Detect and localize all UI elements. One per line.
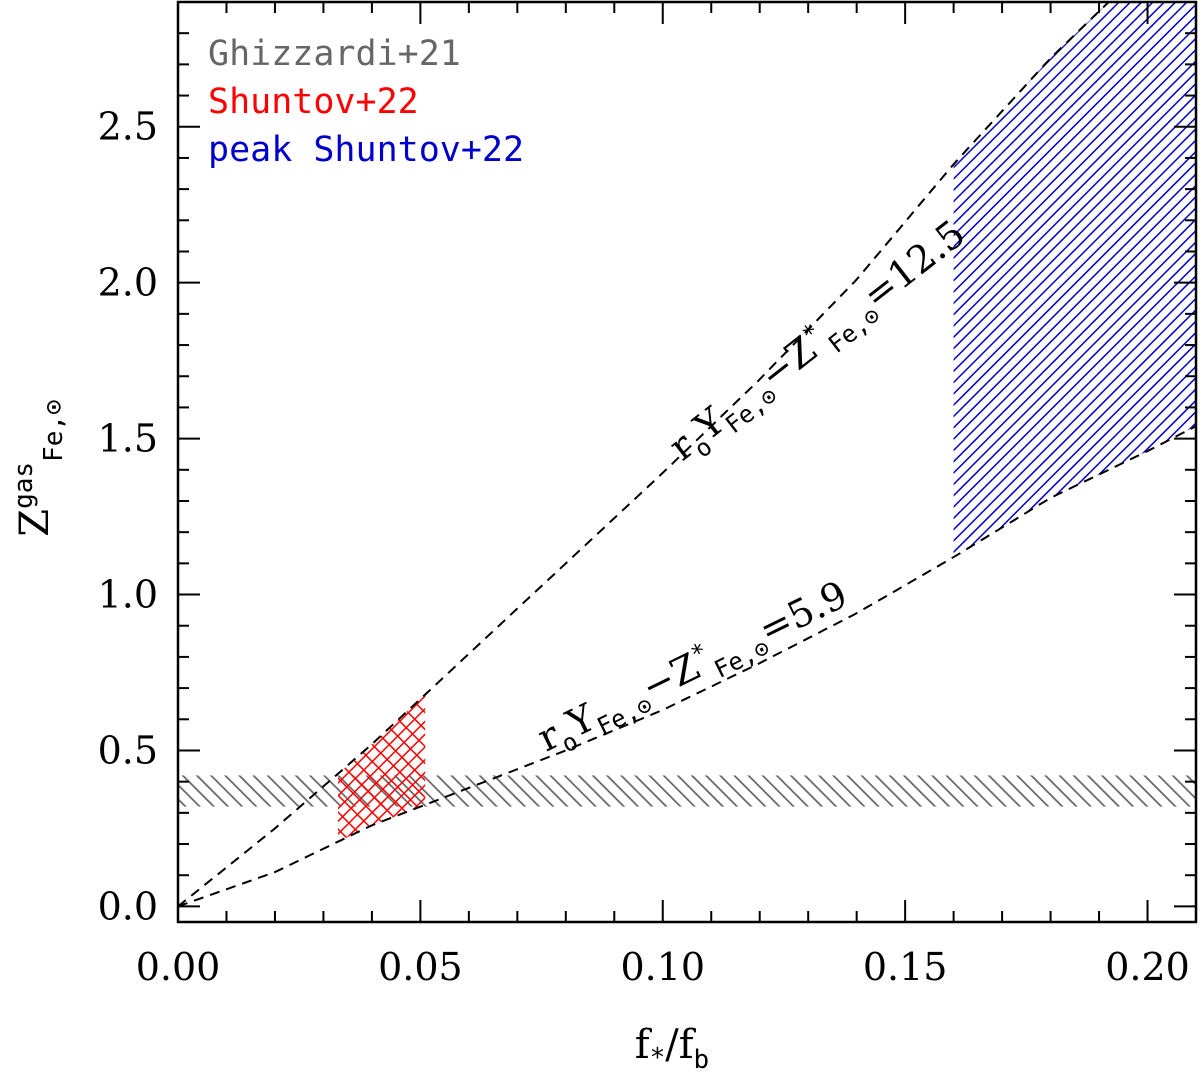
y-axis-title: ZgasFe,⊙: [9, 399, 69, 536]
y-tick-label: 2.5: [98, 105, 158, 149]
svg-text:ZgasFe,⊙: ZgasFe,⊙: [9, 399, 69, 536]
svg-text:roYFe,⊙−Z*Fe,⊙=12.5: roYFe,⊙−Z*Fe,⊙=12.5: [660, 210, 978, 474]
band-ghizzardi: [178, 775, 1196, 807]
y-tick-label: 2.0: [98, 261, 158, 305]
model-curves: [178, 2, 1196, 908]
x-tick-label: 0.20: [1105, 945, 1190, 989]
x-tick-label: 0.00: [136, 945, 221, 989]
plot-axes: 0.00 0.05 0.10 0.15 0.20 0.0 0.5 1.0 1.5 2.0 2.5: [98, 0, 1198, 989]
legend-entry-ghizzardi: Ghizzardi+21: [208, 34, 461, 74]
x-tick-label: 0.15: [863, 945, 948, 989]
curve-label-upper: roYFe,⊙−Z*Fe,⊙=12.5: [660, 210, 978, 474]
band-shuntov-crosshatch: [338, 694, 426, 842]
curve-line-lower: [178, 425, 1196, 908]
x-tick-label: 0.05: [378, 945, 463, 989]
legend: Ghizzardi+21 Shuntov+22 peak Shuntov+22: [208, 34, 524, 170]
y-tick-label: 0.5: [98, 728, 158, 772]
legend-entry-shuntov: Shuntov+22: [208, 82, 419, 122]
shaded-bands: [178, 2, 1196, 842]
y-tick-label: 1.5: [98, 417, 158, 461]
curve-line-upper: [178, 2, 1111, 908]
svg-text:roYFe,⊙−Z*Fe,⊙=5.9: roYFe,⊙−Z*Fe,⊙=5.9: [530, 571, 857, 766]
legend-entry-peak-shuntov: peak Shuntov+22: [208, 130, 524, 170]
curve-label-lower: roYFe,⊙−Z*Fe,⊙=5.9: [530, 571, 857, 766]
y-tick-label: 1.0: [98, 573, 158, 617]
y-tick-label: 0.0: [98, 884, 158, 928]
x-axis-title: f*/fb: [635, 1022, 709, 1072]
band-peak-shuntov: [953, 2, 1196, 558]
plot-frame: [176, 0, 1198, 924]
x-tick-label: 0.10: [620, 945, 705, 989]
